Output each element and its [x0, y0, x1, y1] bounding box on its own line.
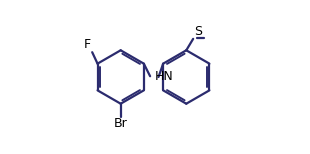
Text: Br: Br	[114, 118, 127, 130]
Text: HN: HN	[155, 71, 173, 83]
Text: F: F	[84, 38, 91, 51]
Text: S: S	[194, 25, 202, 38]
